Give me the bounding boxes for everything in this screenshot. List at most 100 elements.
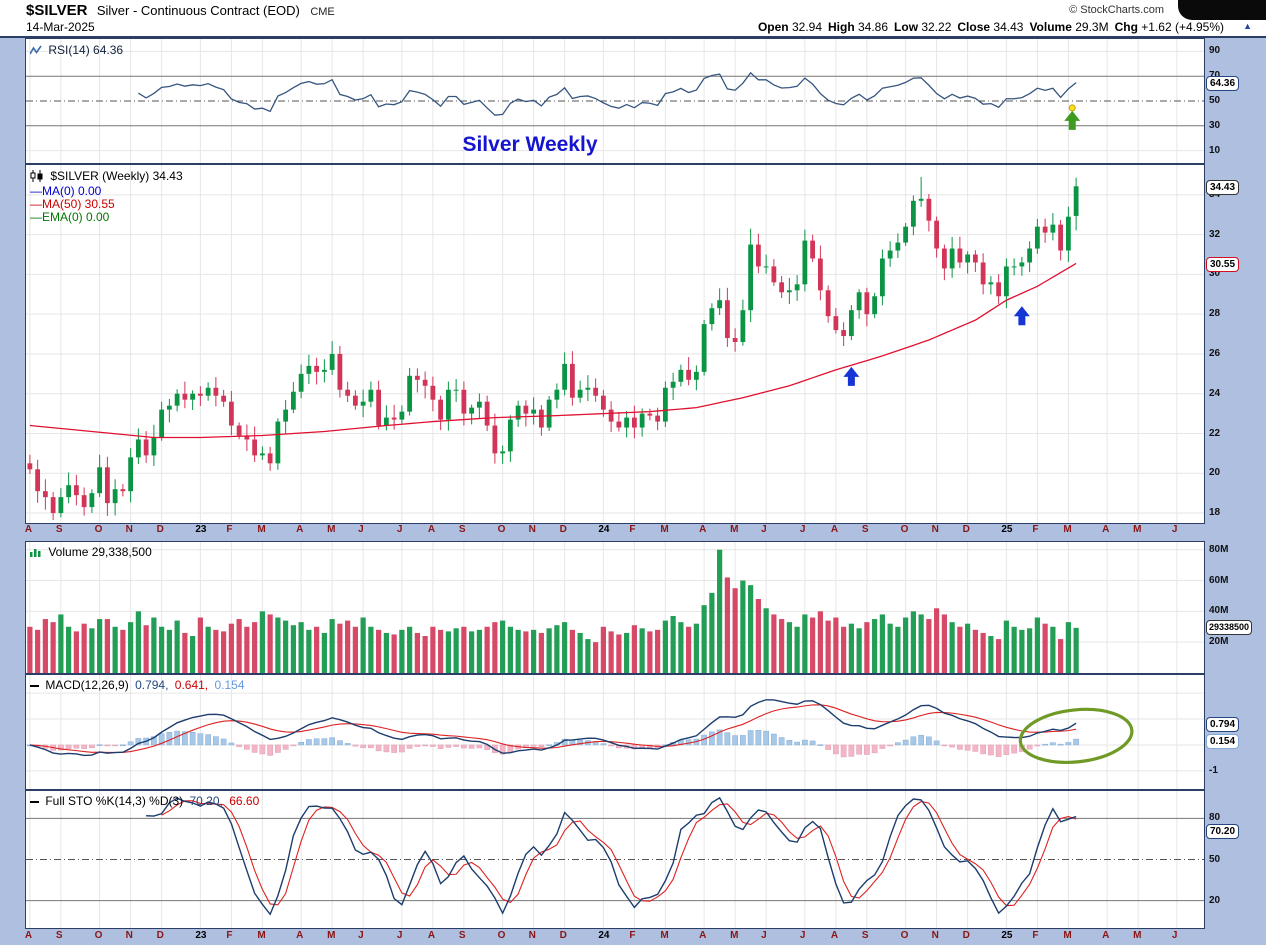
y-axis-tick: 20M — [1209, 636, 1229, 648]
quote-label: Low — [894, 20, 922, 34]
x-axis-tick: 24 — [598, 524, 610, 535]
rsi-legend: RSI(14) 64.36 — [29, 43, 123, 57]
rsi-plot — [26, 39, 1204, 163]
x-axis-tick: J — [1171, 524, 1178, 535]
x-axis-tick: A — [699, 524, 707, 535]
x-axis-tick: A — [699, 930, 707, 941]
x-axis-tick: J — [761, 524, 767, 535]
volume-panel — [25, 541, 1205, 674]
x-axis-tick: F — [629, 524, 636, 535]
y-axis-tick: 40M — [1209, 605, 1229, 617]
x-axis-tick: F — [629, 930, 636, 941]
x-axis-tick: N — [528, 930, 536, 941]
quote-value: 32.22 — [921, 20, 952, 34]
x-axis-tick: N — [125, 930, 133, 941]
x-axis-tick: M — [257, 524, 266, 535]
y-axis-tick: 50 — [1209, 95, 1221, 106]
y-axis-tick: 80 — [1209, 812, 1221, 824]
sto-k-value: 70.20, — [189, 794, 223, 808]
macd-hist-value-box: 0.154 — [1206, 734, 1240, 749]
ma50-legend: —MA(50) 30.55 — [30, 197, 115, 211]
quote-strip: Open 32.94 High 34.86 Low 32.22 Close 34.43… — [758, 20, 1230, 34]
highlight-ellipse-annotation — [1018, 707, 1134, 765]
green-up-arrow-annotation — [1064, 110, 1081, 130]
x-axis-tick: N — [931, 930, 939, 941]
x-axis-tick: D — [559, 930, 567, 941]
x-axis-tick: M — [1133, 524, 1142, 535]
blue-up-arrow-annotation — [1013, 306, 1030, 326]
x-axis-tick: M — [327, 930, 336, 941]
y-axis-tick: 70 — [1209, 70, 1220, 81]
x-axis-tick: M — [730, 930, 739, 941]
line-icon — [30, 800, 39, 803]
x-axis-tick: A — [1102, 930, 1110, 941]
x-axis-tick: S — [55, 930, 63, 941]
macd-plot — [26, 675, 1204, 789]
quote-value: 34.86 — [858, 20, 889, 34]
quote-value: +1.62 (+4.95%) — [1141, 20, 1224, 34]
volume-plot — [26, 542, 1204, 673]
x-axis-tick: N — [125, 524, 133, 535]
stochastic-panel — [25, 790, 1205, 929]
x-axis-tick: M — [327, 524, 336, 535]
x-axis-tick: A — [296, 524, 304, 535]
x-axis-tick: M — [1063, 930, 1072, 941]
x-axis-tick: 25 — [1001, 930, 1013, 941]
rsi-value-box: 64.36 — [1206, 76, 1240, 91]
volume-legend-label: Volume 29,338,500 — [48, 545, 152, 559]
x-axis-tick: M — [730, 524, 739, 535]
x-axis-tick: 23 — [195, 524, 207, 535]
ticker-symbol: $SILVER — [26, 2, 88, 19]
x-axis-tick: M — [660, 930, 669, 941]
x-axis-tick: 23 — [195, 930, 207, 941]
x-axis-tick: D — [962, 524, 970, 535]
x-axis-tick: N — [528, 524, 536, 535]
quote-row: 14-Mar-2025 Open 32.94 High 34.86 Low 32.2… — [26, 20, 1266, 36]
chart-date: 14-Mar-2025 — [26, 20, 95, 34]
y-axis-tick: 30 — [1209, 268, 1221, 280]
chart-annotation-title: Silver Weekly — [462, 133, 598, 156]
y-axis-tick: 30 — [1209, 119, 1221, 131]
window-corner-artifact — [1178, 0, 1266, 20]
x-axis-tick: S — [458, 524, 466, 535]
blue-up-arrow-annotation — [843, 366, 860, 386]
price-panel — [25, 164, 1205, 524]
x-axis-tick: A — [24, 524, 33, 535]
y-axis-tick: 60M — [1209, 574, 1229, 586]
x-axis-bottom: A S O N D 23 F M A M J J A S O N D 24 F M A M J J A S O N D 25 F M A M J — [0, 930, 1266, 945]
x-axis-tick: F — [1032, 930, 1039, 941]
exchange-label: CME — [310, 6, 335, 18]
x-axis-tick: J — [396, 524, 403, 535]
price-legend: $SILVER (Weekly) 34.43 — [30, 169, 183, 183]
line-icon — [30, 684, 39, 687]
quote-label: Open — [757, 20, 792, 34]
price-legend-label: $SILVER (Weekly) 34.43 — [50, 169, 183, 183]
quote-label: Chg — [1114, 20, 1142, 34]
x-axis-tick: O — [94, 524, 103, 535]
quote-value: 29.3M — [1075, 20, 1109, 34]
x-axis-tick: F — [226, 930, 233, 941]
ema0-legend: —EMA(0) 0.00 — [30, 210, 110, 224]
sto-value-box: 70.20 — [1206, 824, 1240, 839]
x-axis-tick: A — [296, 930, 304, 941]
up-triangle-icon[interactable]: ▲ — [1243, 21, 1252, 31]
y-axis-tick: 28 — [1209, 308, 1221, 320]
x-axis-tick: F — [1032, 524, 1039, 535]
sto-legend: Full STO %K(14,3) %D(3) 70.20, 66.60 — [30, 794, 259, 808]
macd-legend: MACD(12,26,9) 0.794, 0.641, 0.154 — [30, 678, 245, 692]
y-axis-tick: 18 — [1209, 507, 1221, 519]
volume-legend: Volume 29,338,500 — [30, 545, 152, 559]
x-axis-tick: M — [1133, 930, 1142, 941]
quote-value: 32.94 — [791, 20, 822, 34]
quote-label: High — [828, 20, 858, 34]
sto-legend-label: Full STO %K(14,3) %D(3) — [45, 794, 184, 808]
x-axis-tick: 25 — [1001, 524, 1013, 535]
quote-label: Volume — [1029, 20, 1076, 34]
sto-d-value: 66.60 — [229, 794, 260, 808]
y-axis-tick: 20 — [1209, 467, 1221, 479]
price-plot — [26, 165, 1204, 523]
stockcharts-credit: © StockCharts.com — [1069, 4, 1164, 16]
x-axis-tick: A — [830, 930, 839, 941]
x-axis-tick: A — [427, 524, 436, 535]
